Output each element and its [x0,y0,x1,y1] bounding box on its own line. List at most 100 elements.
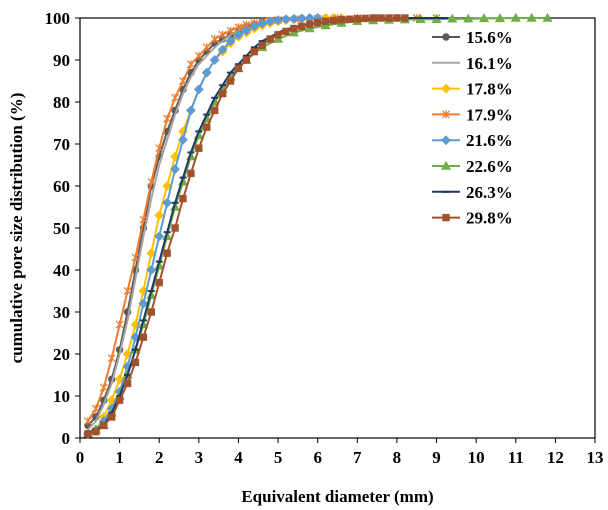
legend-item: 26.3% [432,183,513,202]
data-point [115,396,124,404]
series-3 [83,13,347,439]
y-tick-label: 20 [53,345,70,364]
data-point [442,110,450,119]
legend-label: 29.8% [466,209,513,228]
data-point [91,404,100,413]
legend-item: 22.6% [432,157,513,176]
data-point [210,106,219,115]
data-point [155,144,164,153]
data-point [273,33,284,43]
y-tick-label: 50 [53,219,70,238]
data-point [463,13,474,23]
data-point [306,20,314,29]
y-tick-label: 0 [62,429,71,448]
data-point [131,253,140,262]
data-point [273,15,283,26]
data-point [163,114,172,123]
data-point [440,160,452,170]
data-point [154,231,165,242]
data-point [194,51,203,60]
data-point [441,83,451,94]
data-point [115,320,124,329]
data-point [242,56,251,64]
data-point [83,417,92,426]
data-point [526,12,537,22]
data-point [202,43,211,52]
data-point [107,354,116,363]
data-point [162,197,173,208]
data-point [218,89,227,98]
data-point [250,47,259,56]
data-point [203,123,211,131]
x-tick-label: 11 [508,448,524,467]
y-tick-label: 90 [53,51,70,70]
legend-label: 21.6% [466,131,513,150]
data-point [226,77,235,85]
data-point [329,16,338,25]
data-point [345,15,354,23]
data-point [186,60,195,69]
data-point [131,358,140,367]
data-point [361,14,369,23]
data-point [282,27,290,36]
series-layer [82,12,553,439]
data-point [320,20,331,30]
data-point [442,213,450,222]
data-point [99,383,108,392]
data-point [447,13,458,23]
x-tick-label: 10 [468,448,485,467]
data-point [179,194,187,203]
legend-item: 29.8% [432,209,513,228]
legend-label: 17.8% [466,80,513,99]
data-point [193,84,204,95]
data-point [139,215,148,224]
y-tick-label: 40 [53,261,70,280]
legend-item: 17.9% [432,105,513,124]
data-point [225,36,236,47]
y-tick-label: 70 [53,135,70,154]
data-point [107,413,116,421]
data-point [179,77,187,85]
y-axis: 0 10 20 30 40 50 60 70 80 90 100 [45,9,80,448]
x-tick-label: 0 [76,448,85,467]
legend-item: 15.6% [432,28,513,47]
data-point [84,430,92,438]
legend-label: 15.6% [466,28,513,47]
legend-item: 16.1% [432,54,513,73]
data-point [479,13,490,23]
data-point [377,14,385,22]
series-line [87,17,405,435]
data-point [313,18,322,27]
data-point [265,16,276,27]
x-tick-label: 4 [234,448,243,467]
series-1 [84,14,338,430]
legend-label: 16.1% [466,54,513,73]
data-point [146,265,157,275]
x-tick-label: 6 [313,448,322,467]
data-point [290,24,298,33]
data-point [296,13,307,24]
data-point [441,135,451,146]
data-point [209,55,220,65]
data-point [369,14,377,22]
data-point [146,248,157,259]
data-point [171,224,179,232]
data-point [249,21,260,32]
x-tick-label: 9 [432,448,441,467]
data-point [226,26,235,35]
series-line [87,17,437,422]
data-point [195,144,203,152]
data-point [139,333,148,341]
data-point [233,29,244,40]
data-point [289,13,299,24]
data-point [178,134,188,145]
legend: 15.6% 16.1% 17.8% 17.9% 21.6% 22.6% 26.3% 29.8% [432,28,513,228]
y-axis-title: cumulative pore size distribution (%) [7,93,26,364]
y-tick-label: 60 [53,177,70,196]
data-point [288,27,299,37]
x-axis-title: Equivalent diameter (mm) [241,487,433,506]
x-tick-label: 13 [587,448,604,467]
x-tick-label: 1 [115,448,124,467]
data-point [234,64,243,73]
data-point [258,41,266,49]
